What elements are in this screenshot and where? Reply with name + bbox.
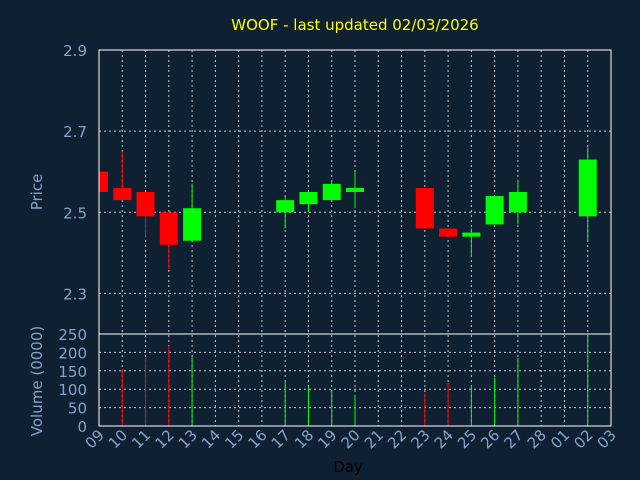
candle-body [415,187,434,229]
tick-labels: 0910111213141516171819202122232425262728… [58,42,619,452]
candle-body [159,212,178,245]
volume-tick-label: 150 [58,363,87,381]
chart-title: WOOF - last updated 02/03/2026 [231,16,478,34]
candle-body [99,171,108,192]
price-tick-label: 2.9 [63,42,87,60]
candle-body [276,200,295,213]
candle-body [346,187,364,192]
data-marks [98,147,597,426]
candle-body [462,232,481,237]
volume-axis-label: Volume (0000) [28,326,46,436]
volume-tick-label: 50 [68,400,87,418]
candle-body [578,159,597,217]
candle-body [439,228,458,237]
volume-panel-frame [98,333,612,427]
candle-body [299,192,318,205]
candle-body [113,187,132,201]
price-tick-label: 2.5 [63,204,87,222]
volume-tick-label: 0 [77,418,87,436]
candle-body [485,196,504,225]
candle-body [322,183,341,201]
x-tick-label: 03 [594,426,620,452]
price-tick-label: 2.3 [63,285,87,303]
candle-body [183,208,202,241]
volume-tick-label: 250 [58,326,87,344]
candle-body [508,192,527,213]
price-tick-label: 2.7 [63,123,87,141]
price-axis-label: Price [28,174,46,211]
volume-tick-label: 200 [58,344,87,362]
candle-body [136,192,155,217]
volume-tick-label: 100 [58,381,87,399]
x-axis-label: Day [333,458,363,476]
